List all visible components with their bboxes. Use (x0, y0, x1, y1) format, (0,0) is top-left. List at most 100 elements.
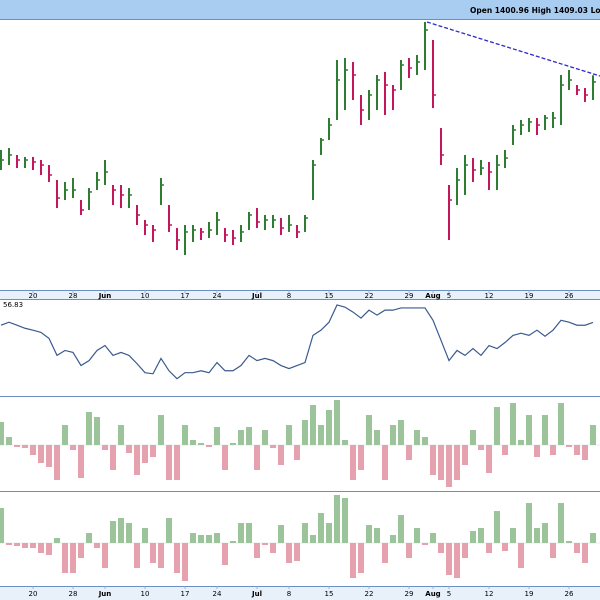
x-tick-label: 17 (181, 590, 190, 598)
histogram-bar (254, 543, 260, 558)
histogram-bar (462, 543, 468, 558)
histogram-bar (438, 445, 444, 480)
histogram-bar (518, 440, 524, 445)
histogram-bar (470, 531, 476, 543)
x-tick-label: 8 (287, 292, 291, 300)
histogram-bar (102, 543, 108, 568)
histogram-bar (398, 420, 404, 445)
histogram-bar (30, 543, 36, 548)
histogram-bar (534, 445, 540, 457)
header-value: 1400.96 (495, 6, 529, 15)
x-tick-label: 5 (447, 292, 451, 300)
histogram-bar (6, 437, 12, 445)
histogram-bar (246, 523, 252, 543)
histogram-bar (478, 528, 484, 543)
x-tick-label: 19 (525, 590, 534, 598)
histogram-bar (542, 523, 548, 543)
histogram-bar (62, 425, 68, 445)
histogram-bar (118, 425, 124, 445)
histogram-bar (78, 445, 84, 478)
histogram-bar (134, 543, 140, 568)
histogram-bar (262, 430, 268, 445)
histogram-bar (262, 543, 268, 545)
histogram-bar (150, 445, 156, 457)
histogram-bar (350, 445, 356, 480)
histogram-bar (390, 535, 396, 543)
histogram-bar (334, 495, 340, 543)
histogram-bar (222, 445, 228, 470)
x-tick-label: 15 (325, 292, 334, 300)
histogram-bar (342, 440, 348, 445)
histogram-bar (302, 420, 308, 445)
histogram-bar (118, 518, 124, 543)
histogram-bar (326, 523, 332, 543)
histogram-bar (182, 543, 188, 581)
histogram-bar (62, 543, 68, 573)
axis-strip (0, 586, 600, 600)
x-tick-label: 5 (447, 590, 451, 598)
histogram-bar (142, 445, 148, 463)
x-tick-label: 28 (69, 590, 78, 598)
histogram-bar (78, 543, 84, 558)
histogram-bar (294, 445, 300, 460)
histogram-bar (406, 543, 412, 558)
x-tick-label: 19 (525, 292, 534, 300)
x-tick-label: 20 (29, 590, 38, 598)
histogram-bar (366, 415, 372, 445)
histogram-bar (590, 533, 596, 543)
histogram-bar (558, 503, 564, 543)
histogram-bar (510, 528, 516, 543)
histogram-bar (566, 445, 572, 447)
histogram-bar (310, 535, 316, 543)
histogram-bar (518, 543, 524, 568)
x-tick-label: Jun (98, 292, 112, 300)
histogram-bar (446, 543, 452, 575)
histogram-bar (230, 541, 236, 543)
histogram-bar (526, 415, 532, 445)
histogram-bar (286, 543, 292, 563)
x-tick-label: Jul (251, 590, 262, 598)
histogram-bar (478, 445, 484, 450)
header-bar (0, 0, 600, 19)
histogram-bar (126, 445, 132, 453)
x-tick-label: 26 (565, 292, 574, 300)
histogram-bar (238, 523, 244, 543)
histogram-bar (0, 508, 4, 543)
header-info: Open 1400.96 High 1409.03 Low 1395 (470, 6, 600, 15)
histogram-bar (390, 425, 396, 445)
trend-line (426, 21, 600, 77)
histogram-bar (342, 498, 348, 543)
x-tick-label: 29 (405, 292, 414, 300)
histogram-bar (158, 543, 164, 568)
x-tick-label: 26 (565, 590, 574, 598)
x-tick-label: 24 (213, 292, 222, 300)
x-tick-label: 28 (69, 292, 78, 300)
x-tick-label: 15 (325, 590, 334, 598)
header-key: Open (470, 6, 492, 15)
histogram-bar (22, 445, 28, 448)
histogram-bar (270, 445, 276, 448)
histogram-bar (582, 445, 588, 460)
histogram-bar (454, 543, 460, 578)
histogram-bar (254, 445, 260, 470)
histogram-bar (526, 503, 532, 543)
histogram-bar (14, 543, 20, 546)
x-tick-label: Jun (98, 590, 112, 598)
histogram-bar (430, 445, 436, 475)
histogram-bar (358, 543, 364, 573)
histogram-bar (542, 415, 548, 445)
histogram-bar (198, 443, 204, 445)
histogram-bar (414, 528, 420, 543)
histogram-bar (494, 511, 500, 543)
histogram-bar (574, 543, 580, 553)
histogram-bar (94, 417, 100, 445)
histogram-bar (198, 535, 204, 543)
histogram-bar (494, 407, 500, 445)
x-tick-label: 20 (29, 292, 38, 300)
histogram-bar (470, 430, 476, 445)
histogram-bar (270, 543, 276, 553)
histogram-bar (294, 543, 300, 561)
histogram-bar (86, 412, 92, 445)
indicator-value: 56.83 (3, 301, 23, 309)
